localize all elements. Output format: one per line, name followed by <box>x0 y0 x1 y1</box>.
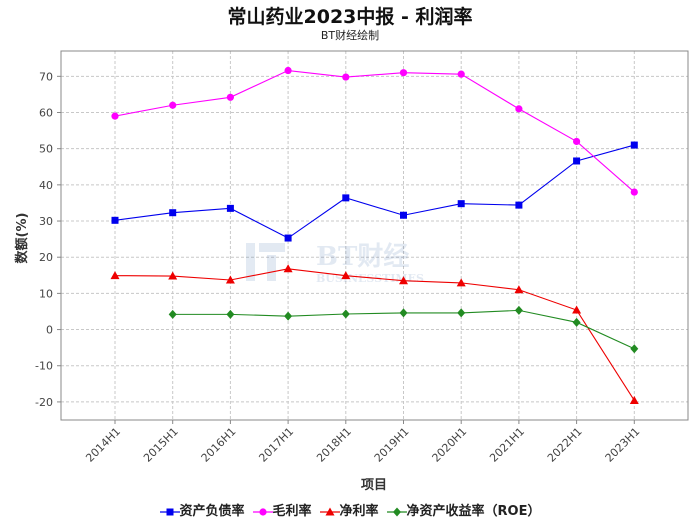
data-point <box>226 204 234 212</box>
series-line <box>114 144 635 239</box>
x-tick-label: 2016H1 <box>199 425 239 465</box>
data-point <box>284 234 292 242</box>
legend-item: 净资产收益率（ROE） <box>386 500 541 519</box>
x-tick-label: 2022H1 <box>545 425 585 465</box>
legend-marker <box>166 508 173 515</box>
data-point <box>630 188 638 196</box>
data-point <box>341 309 350 319</box>
data-point <box>111 112 119 120</box>
data-point <box>514 305 523 315</box>
legend-swatch <box>252 507 273 516</box>
x-tick-label: 2018H1 <box>314 425 354 465</box>
x-tick-label: 2014H1 <box>83 425 123 465</box>
series <box>110 66 639 404</box>
x-tick-label: 2015H1 <box>141 425 181 465</box>
data-point <box>226 93 234 101</box>
x-tick-label: 2021H1 <box>487 425 527 465</box>
legend-item: 净利率 <box>319 500 379 519</box>
series-0 <box>111 141 638 242</box>
legend-swatch <box>159 508 180 515</box>
data-point <box>573 157 581 165</box>
data-point <box>110 271 120 280</box>
y-tick-label: 50 <box>39 143 53 156</box>
y-tick-label: 40 <box>39 179 53 192</box>
x-tick-label: 2020H1 <box>430 425 470 465</box>
legend-item: 毛利率 <box>252 500 312 519</box>
data-point <box>515 105 523 113</box>
y-tick-label: -20 <box>35 396 53 409</box>
y-tick-label: 20 <box>39 251 53 264</box>
series-1 <box>111 66 638 196</box>
series-line <box>114 69 635 193</box>
data-point <box>630 141 638 149</box>
legend-swatch <box>386 507 407 516</box>
line-chart: BT财经 BUSINESSTIMES -20 -10 0 10 20 30 40 50 60 70… <box>14 50 689 493</box>
watermark-text: BT财经 <box>316 241 409 272</box>
data-point <box>399 276 408 285</box>
series-line <box>114 268 635 401</box>
data-point <box>225 275 235 284</box>
data-point <box>572 317 581 327</box>
y-tick-label: 0 <box>46 324 53 337</box>
y-tick-label: 30 <box>39 215 53 228</box>
data-point <box>226 309 235 319</box>
data-point <box>342 73 350 81</box>
data-point <box>169 101 177 109</box>
legend-marker <box>392 507 401 516</box>
watermark: BT财经 BUSINESSTIMES <box>246 241 424 285</box>
x-tick-label: 2019H1 <box>372 425 412 465</box>
data-point <box>283 264 293 273</box>
data-point <box>168 271 178 280</box>
data-point <box>168 309 177 319</box>
x-tick-label: 2017H1 <box>256 425 296 465</box>
legend-marker <box>258 507 267 516</box>
data-point <box>514 285 524 294</box>
x-tick-label: 2023H1 <box>603 425 643 465</box>
legend-marker <box>325 507 335 515</box>
data-point <box>284 66 292 75</box>
data-point <box>456 278 466 287</box>
y-tick-label: 70 <box>39 70 53 83</box>
data-point <box>399 308 408 318</box>
series-3 <box>168 305 639 354</box>
y-tick-label: -10 <box>35 360 53 373</box>
data-point <box>399 69 408 77</box>
legend-label: 净利率 <box>339 504 379 519</box>
y-tick-label: 10 <box>39 287 53 300</box>
plot-frame <box>60 50 689 421</box>
x-axis-label: 项目 <box>361 478 387 493</box>
legend-label: 净资产收益率（ROE） <box>406 504 541 519</box>
data-point <box>457 200 465 208</box>
legend: 资产负债率 毛利率 净利率 净资产收益率（ROE） <box>0 500 700 519</box>
data-point <box>341 271 351 280</box>
data-point <box>515 201 523 209</box>
series-2 <box>110 264 639 404</box>
data-point <box>342 194 350 202</box>
data-point <box>572 305 582 314</box>
data-point <box>400 211 407 219</box>
data-point <box>629 395 639 404</box>
legend-label: 毛利率 <box>272 504 312 519</box>
data-point <box>573 137 581 146</box>
chart-subtitle: BT财经绘制 <box>320 29 380 42</box>
data-point <box>630 344 639 354</box>
y-tick-label: 60 <box>39 107 53 120</box>
data-point <box>284 311 293 321</box>
grid-lines <box>61 51 688 420</box>
data-point <box>169 209 177 217</box>
data-point <box>457 70 465 78</box>
y-axis-label: 数额(%) <box>14 213 30 264</box>
legend-swatch <box>319 507 340 515</box>
data-point <box>457 308 466 318</box>
chart-title: 常山药业2023中报 - 利润率 <box>227 6 473 28</box>
data-point <box>111 216 119 224</box>
legend-item: 资产负债率 <box>159 500 245 519</box>
legend-label: 资产负债率 <box>179 504 245 519</box>
